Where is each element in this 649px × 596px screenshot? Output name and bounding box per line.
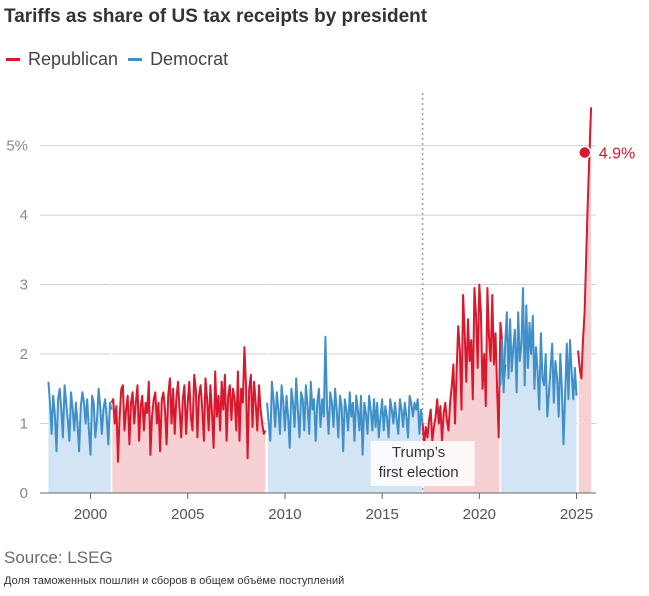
legend-label-republican: Republican xyxy=(28,49,119,69)
source-note: Source: LSEG xyxy=(4,548,113,567)
annotation-label-bg xyxy=(370,441,475,486)
y-tick-label-0: 0 xyxy=(20,485,28,502)
chart-title: Tariffs as share of US tax receipts by p… xyxy=(4,6,428,27)
legend-label-democrat: Democrat xyxy=(150,49,229,69)
highlight-point-label: 4.9% xyxy=(599,146,635,163)
y-tick-label-3: 3 xyxy=(20,277,28,294)
highlight-point xyxy=(577,145,592,160)
series-line-democrat-5 xyxy=(499,287,578,446)
x-tick-label-2000: 2000 xyxy=(74,506,107,523)
y-tick-label-2: 2 xyxy=(20,346,28,363)
y-tick-label-1: 1 xyxy=(20,416,28,433)
area-republican-1 xyxy=(422,284,506,493)
legend-swatch-democrat xyxy=(128,58,143,61)
series-line-republican-1 xyxy=(421,283,507,446)
area-democrat-5 xyxy=(500,288,577,493)
legend-item-republican: Republican xyxy=(6,49,118,70)
footnote: Доля таможенных пошлин и сборов в общем … xyxy=(4,575,345,587)
series-line-republican-0 xyxy=(110,346,267,463)
y-tick-label-4: 4 xyxy=(20,207,28,224)
legend-item-democrat: Democrat xyxy=(128,49,228,70)
area-republican-0 xyxy=(111,347,266,493)
annotation-text-line-1: first election xyxy=(379,464,459,481)
annotation-text-line-0: Trump’s xyxy=(392,444,445,461)
x-tick-label-2005: 2005 xyxy=(171,506,204,523)
x-tick-label-2015: 2015 xyxy=(365,506,398,523)
x-tick-label-2010: 2010 xyxy=(268,506,301,523)
y-tick-label-5: 5% xyxy=(6,138,28,155)
x-tick-label-2025: 2025 xyxy=(560,506,593,523)
legend: Republican Democrat xyxy=(6,49,238,70)
x-tick-label-2020: 2020 xyxy=(463,506,496,523)
legend-swatch-republican xyxy=(6,58,20,61)
series-line-democrat-3 xyxy=(47,381,113,456)
series-line-democrat-4 xyxy=(266,335,424,456)
series-line-republican-2 xyxy=(577,107,593,380)
